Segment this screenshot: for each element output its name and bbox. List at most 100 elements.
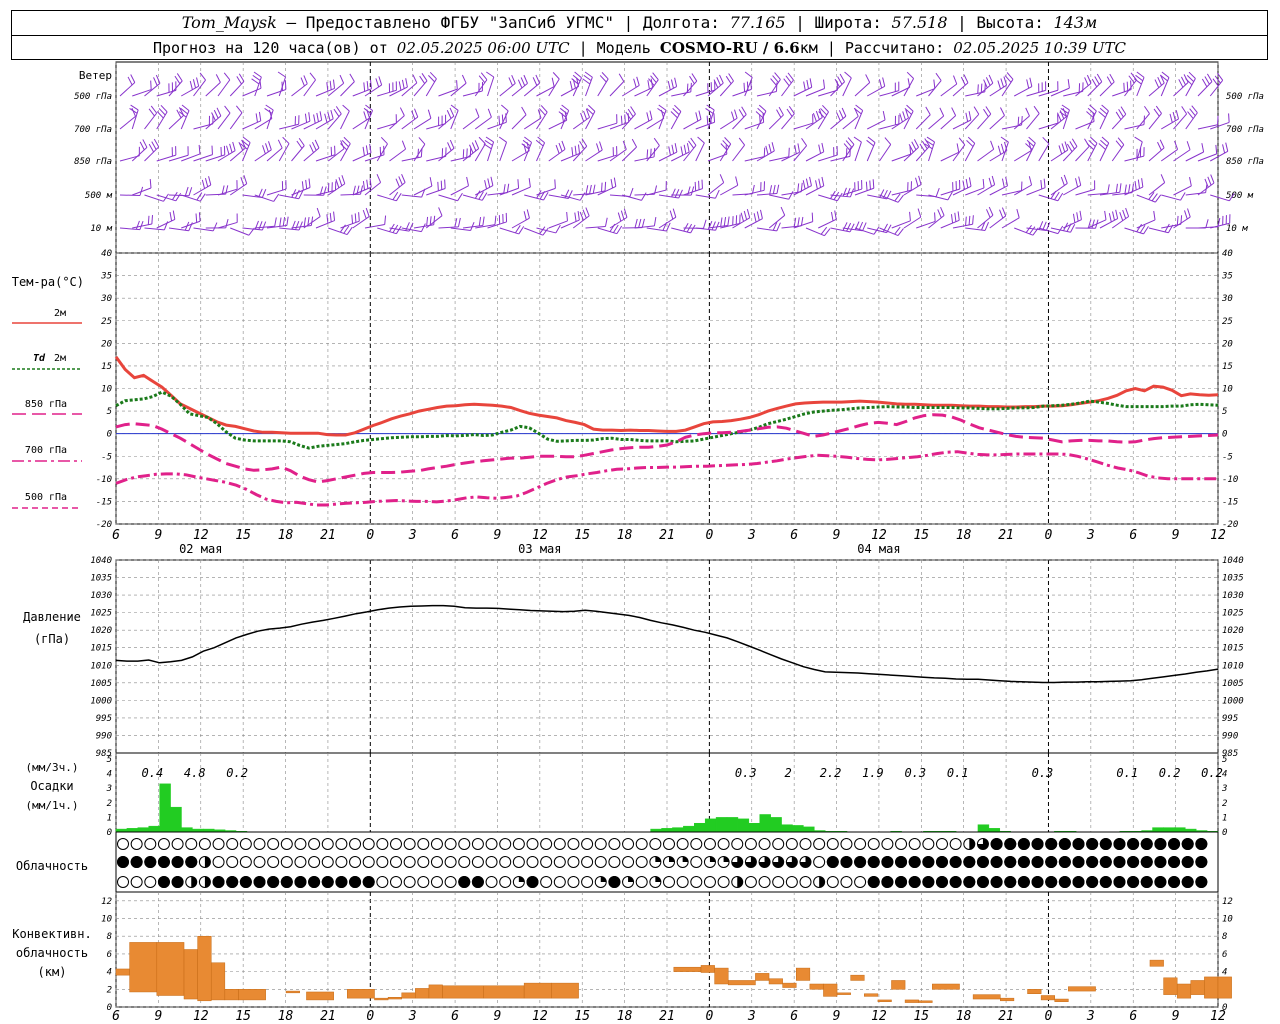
wind-title: Ветер [79,69,112,82]
wind-barb-feather [986,209,991,218]
cloud-overcast-fill [144,856,157,868]
cloud-overcast-fill [1181,838,1194,850]
wind-barb-feather [958,137,966,146]
cloud-symbol [703,876,716,888]
wind-barb-shaft [732,144,746,162]
wind-barb-feather [1091,78,1098,88]
wind-barb-shaft [1160,77,1170,97]
wind-barb-feather [872,179,875,189]
convective-tick-left: 6 [107,950,112,960]
wind-barb-shaft [1001,190,1022,196]
wind-barb-feather [599,75,607,83]
wind-barb-feather [691,73,698,82]
wind-barb-feather [1017,116,1020,126]
cloud-overcast-fill [321,876,334,888]
wind-barb-shaft [266,88,287,97]
wind-barb-feather [638,218,642,228]
wind-barb-shaft [474,79,488,97]
wind-barb-feather [1001,207,1007,217]
cloud-symbol [854,876,867,888]
wind-barb-feather [326,82,329,92]
cloud-symbol [144,838,157,850]
cloud-symbol [676,838,689,850]
cloud-partial-fill [800,856,811,868]
cloud-overcast-fill [1004,838,1017,850]
wind-barb-feather [542,227,549,236]
wind-barb-feather [674,77,678,87]
wind-barb-feather [797,143,801,153]
wind-barb-feather [797,217,800,227]
cloud-overcast-fill [1072,838,1085,850]
wind-barb-feather [243,175,248,184]
calc-label: Рассчитано: [844,39,945,57]
wind-barb-feather [552,72,560,80]
wind-barb-feather [950,214,954,224]
wind-barb-feather [1058,145,1063,155]
cloud-partial-fill [600,876,607,882]
temp-tick-left: -15 [96,497,112,507]
forecast-time: 02.05.2025 06:00 UTC [396,39,570,57]
cloud-partial-fill [772,856,784,868]
wind-barb-feather [511,74,516,84]
hour-tick-label: 6 [112,528,120,543]
precip-bar [759,814,771,833]
wind-barb-feather [858,221,864,231]
cloud-overcast-fill [1113,876,1126,888]
wind-barb-feather [1057,192,1064,202]
wind-barb-shaft [181,194,201,202]
cloud-partial-fill [745,856,757,868]
wind-barb-feather [719,74,724,84]
cloud-symbol [417,856,430,868]
wind-barb-shaft [242,120,261,130]
precip-tick-left: 4 [107,770,112,780]
wind-barb-feather [428,75,435,83]
wind-barb-shaft [1038,227,1059,235]
wind-barb-feather [965,178,969,188]
wind-barb-feather [620,115,623,125]
cloud-symbol [540,876,553,888]
cloud-symbol [553,856,566,868]
wind-barb-shaft [671,91,691,97]
wind-barb-feather [1091,219,1095,229]
wind-barb-shaft [1124,227,1144,235]
pressure-tick-right: 985 [1222,749,1238,759]
cloud-overcast-fill [1086,876,1099,888]
wind-barb-feather [1000,78,1005,88]
wind-barb-shaft [842,77,852,97]
precip-total-label: 0.2 [226,766,248,780]
cloud-symbol [758,876,771,888]
wind-barb-feather [1040,179,1043,190]
wind-barb-feather [577,144,581,154]
wind-barb-feather [812,112,817,122]
wind-barb-shaft [327,113,342,130]
wind-barb-shaft [193,79,206,97]
wind-barb-shaft [891,86,910,97]
wind-barb-feather [768,143,772,153]
wind-barb-feather [401,140,407,150]
wind-barb-feather [956,143,960,153]
wind-barb-feather [894,226,901,235]
convective-bar [782,982,797,988]
pressure-tick-right: 990 [1222,731,1238,741]
wind-barb-feather [461,74,467,84]
wind-barb-feather [438,207,443,216]
wind-barb-feather [720,143,728,151]
wind-barb-shaft [548,148,566,162]
wind-barb-feather [528,178,531,188]
bottom-hour-tick: 9 [494,1009,502,1024]
cloud-overcast-fill [990,838,1003,850]
wind-barb-shaft [376,143,388,162]
wind-barb-shaft [793,122,814,130]
pressure-tick-right: 1015 [1222,644,1244,654]
convective-bar [1217,976,1232,999]
wind-barb-feather [1025,107,1030,117]
wind-barb-feather [1075,178,1079,188]
wind-barb-feather [1155,194,1162,203]
wind-barb-feather [1206,73,1213,82]
wind-barb-shaft [217,188,238,196]
wind-barb-feather [327,111,331,121]
hour-tick-label: 0 [705,528,713,543]
wind-barb-feather [899,113,903,123]
wind-barb-shaft [866,142,876,162]
cloud-symbol [663,876,675,888]
